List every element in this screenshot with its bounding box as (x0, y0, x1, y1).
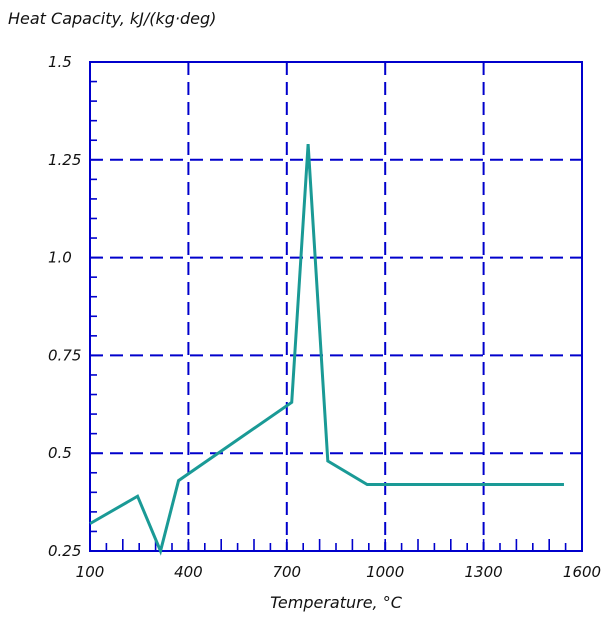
y-tick-label: 0.5 (48, 444, 72, 462)
y-tick-label: 0.75 (48, 346, 81, 364)
x-tick-label: 700 (272, 563, 301, 581)
x-tick-label: 1300 (465, 563, 503, 581)
x-tick-label: 1000 (366, 563, 404, 581)
y-tick-label: 1.25 (48, 151, 81, 169)
x-tick-label: 100 (76, 563, 105, 581)
y-tick-label: 1.0 (48, 249, 72, 267)
x-axis-title: Temperature, °C (270, 593, 403, 612)
y-axis-title: Heat Capacity, kJ/(kg·deg) (8, 9, 216, 28)
series-layer (89, 144, 564, 556)
tick-marks (90, 80, 567, 551)
x-tick-label: 1600 (563, 563, 601, 581)
x-tick-label: 400 (174, 563, 203, 581)
y-tick-label: 0.25 (48, 542, 81, 560)
series-line (89, 144, 564, 556)
grid-layer (90, 62, 582, 551)
tick-labels: 100 400 700 1000 1300 1600 0.25 0.5 0.75 1.0 1.25 1… (48, 53, 601, 581)
y-tick-label: 1.5 (48, 53, 72, 71)
plot-frame (89, 61, 583, 552)
